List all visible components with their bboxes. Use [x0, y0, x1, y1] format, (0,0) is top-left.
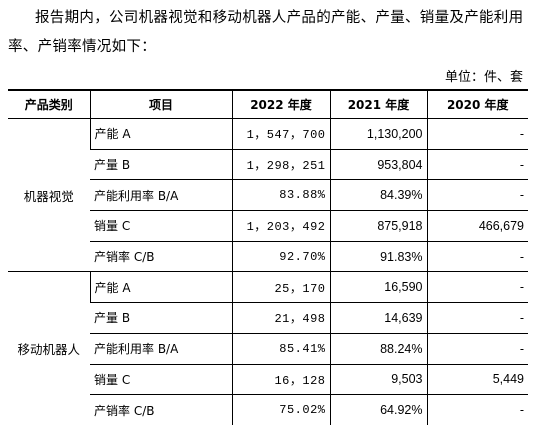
- value-2021: 84.39%: [329, 179, 427, 211]
- unit-label: 单位：件、套: [444, 70, 523, 85]
- value-2021: 16,590: [329, 271, 427, 303]
- value-2022: 92.70%: [231, 240, 330, 272]
- header-2022: 2022 年度: [231, 89, 330, 119]
- table-header-row: 产品类别 项目 2022 年度 2021 年度 2020 年度: [8, 89, 528, 119]
- item-cell: 销量 C: [90, 210, 232, 242]
- value-2022: 75.02%: [231, 394, 330, 425]
- table-row: 机器视觉 产能 A 1，547，700 1,130,200 -: [8, 117, 528, 272]
- value-2021: 875,918: [329, 210, 427, 242]
- table-row: 产量 B 1，298，251 953,804 -: [8, 148, 528, 180]
- value-2021: 1,130,200: [329, 118, 427, 150]
- table-row: 产能利用率 B/A 83.88% 84.39% -: [8, 179, 528, 211]
- value-2022: 83.88%: [231, 179, 330, 211]
- header-2021: 2021 年度: [329, 89, 427, 119]
- table-row: 产量 B 21，498 14,639 -: [8, 302, 528, 334]
- value-2021: 64.92%: [329, 394, 427, 425]
- value-2022: 16，128: [231, 363, 330, 395]
- value-2021: 953,804: [329, 148, 427, 180]
- item-cell: 产能利用率 B/A: [90, 332, 232, 364]
- table-row: 移动机器人 产能 A 25，170 16,590 -: [8, 271, 528, 425]
- item-cell: 销量 C: [90, 363, 232, 395]
- value-2022: 1，547，700: [231, 118, 330, 150]
- value-2020: 5,449: [426, 363, 528, 395]
- value-2021: 91.83%: [329, 240, 427, 272]
- value-2020: -: [426, 118, 528, 150]
- value-2022: 25，170: [231, 271, 330, 303]
- value-2020: -: [426, 179, 528, 211]
- table-row: 销量 C 16，128 9,503 5,449: [8, 363, 528, 395]
- value-2020: -: [426, 271, 528, 303]
- category-cell: 机器视觉: [8, 117, 90, 272]
- value-2020: -: [426, 302, 528, 334]
- header-category: 产品类别: [8, 89, 90, 119]
- table-row: 销量 C 1，203，492 875,918 466,679: [8, 210, 528, 242]
- value-2021: 9,503: [329, 363, 427, 395]
- table-row: 产能利用率 B/A 85.41% 88.24% -: [8, 332, 528, 364]
- value-2020: -: [426, 394, 528, 425]
- item-cell: 产能 A: [89, 271, 232, 303]
- item-cell: 产销率 C/B: [90, 240, 232, 272]
- table-row: 产销率 C/B 92.70% 91.83% -: [8, 240, 528, 272]
- value-2022: 85.41%: [231, 332, 330, 364]
- header-item: 项目: [89, 89, 232, 119]
- value-2020: -: [426, 332, 528, 364]
- intro-paragraph: 报告期内，公司机器视觉和移动机器人产品的产能、产量、销量及产能利用率、产销率情况…: [8, 10, 524, 55]
- value-2020: 466,679: [426, 210, 528, 242]
- item-cell: 产能 A: [89, 118, 232, 150]
- item-cell: 产能利用率 B/A: [90, 179, 232, 211]
- value-2022: 1，298，251: [231, 148, 330, 180]
- value-2022: 1，203，492: [231, 210, 330, 242]
- item-cell: 产量 B: [90, 148, 232, 180]
- category-cell: 移动机器人: [8, 271, 90, 425]
- item-cell: 产量 B: [90, 302, 232, 334]
- item-cell: 产销率 C/B: [90, 394, 232, 425]
- value-2021: 88.24%: [329, 332, 427, 364]
- value-2020: -: [426, 148, 528, 180]
- value-2021: 14,639: [329, 302, 427, 334]
- header-2020: 2020 年度: [426, 89, 528, 119]
- value-2020: -: [426, 240, 528, 272]
- capacity-table: 产品类别 项目 2022 年度 2021 年度 2020 年度 机器视觉 产能 …: [8, 89, 528, 425]
- value-2022: 21，498: [231, 302, 330, 334]
